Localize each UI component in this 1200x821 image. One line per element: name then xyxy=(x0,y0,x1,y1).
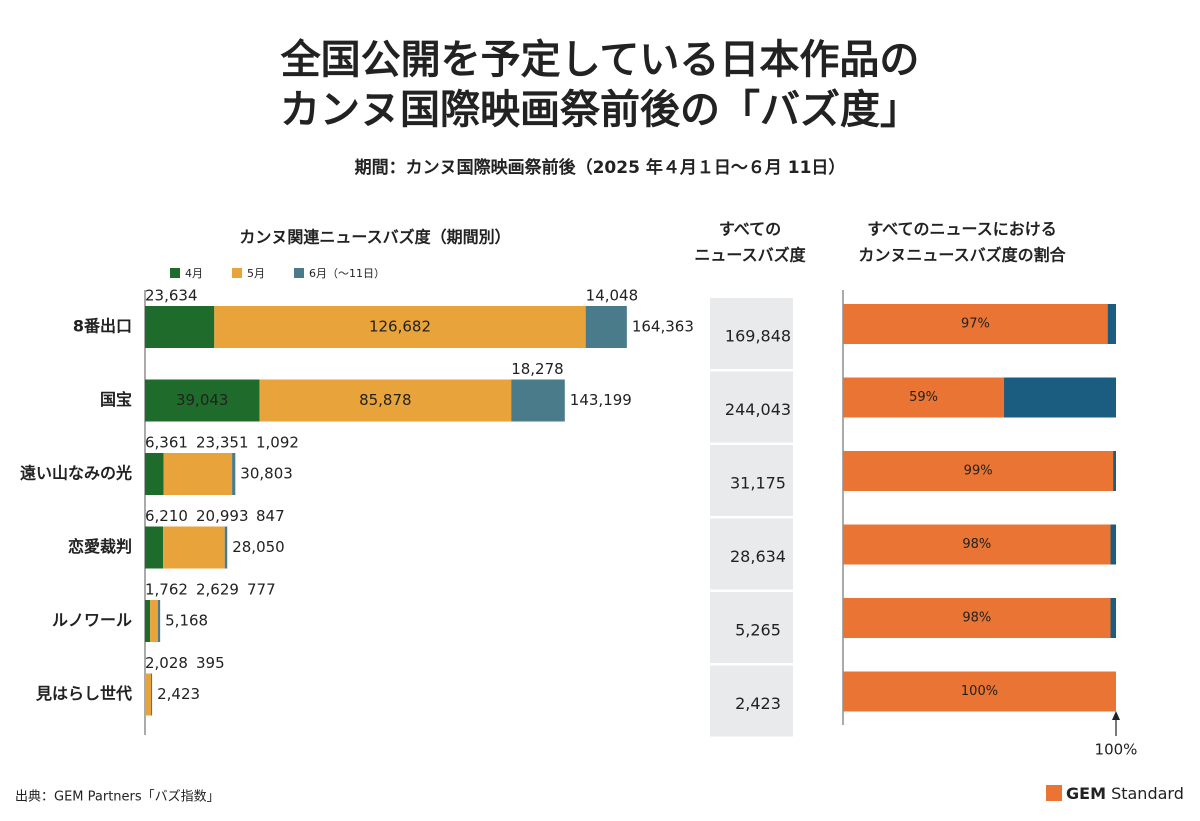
bar-segment xyxy=(232,453,236,495)
brand: GEM Standard xyxy=(1066,784,1184,803)
column-header: すべてのニュースにおける xyxy=(867,220,1056,239)
source: 出典：GEM Partners「バズ指数」 xyxy=(15,789,220,805)
value-label: 6,361 xyxy=(145,434,188,452)
bar-segment xyxy=(145,379,260,422)
value-label: 1,092 xyxy=(256,434,299,452)
table-value: 244,043 xyxy=(725,400,791,419)
bar-segment xyxy=(150,600,158,642)
subtitle: 期間：カンヌ国際映画祭前後（2025 年４月１日～６月 11日） xyxy=(355,157,846,178)
value-label: 99% xyxy=(964,464,993,479)
bar xyxy=(843,524,1111,565)
bar-segment xyxy=(145,673,151,716)
annotation: 100% xyxy=(1095,741,1138,759)
value-label: 39,043 xyxy=(176,391,229,409)
table-value: 2,423 xyxy=(735,694,781,713)
bar xyxy=(843,304,1108,344)
value-label: 18,278 xyxy=(511,360,564,378)
total-label: 5,168 xyxy=(165,612,208,630)
legend-swatch xyxy=(232,268,242,278)
arrow-head xyxy=(1112,711,1120,720)
table-value: 31,175 xyxy=(730,474,786,493)
table-cell xyxy=(710,665,793,737)
bar-segment xyxy=(585,306,627,348)
value-label: 2,028 xyxy=(145,654,188,672)
legend-label: 6月（～11日） xyxy=(309,267,385,280)
title: カンヌ国際映画祭前後の「バズ度」 xyxy=(280,87,920,133)
total-label: 30,803 xyxy=(240,465,293,483)
chart-title: カンヌ関連ニュースバズ度（期間別） xyxy=(239,228,510,247)
value-label: 14,048 xyxy=(586,287,639,305)
bar-segment xyxy=(157,600,161,642)
value-label: 20,993 xyxy=(196,507,249,525)
value-label: 97% xyxy=(961,317,990,332)
legend-swatch xyxy=(294,268,304,278)
legend-label: 5月 xyxy=(247,267,265,280)
table-cell xyxy=(710,592,793,663)
bar-segment xyxy=(214,306,586,348)
total-label: 2,423 xyxy=(157,685,200,703)
column-header: すべての xyxy=(719,220,781,239)
brand-icon xyxy=(1046,785,1062,801)
value-label: 85,878 xyxy=(359,391,412,409)
value-label: 100% xyxy=(961,684,998,699)
value-label: 847 xyxy=(256,507,285,525)
total-label: 143,199 xyxy=(570,391,632,409)
bar-segment xyxy=(145,526,164,569)
bar xyxy=(843,451,1114,491)
total-label: 28,050 xyxy=(232,538,284,556)
table-value: 169,848 xyxy=(725,327,791,346)
table-cell xyxy=(710,518,793,590)
bar-segment xyxy=(224,526,228,569)
category-label: ルノワール xyxy=(52,611,132,630)
value-label: 98% xyxy=(962,611,991,626)
bar-segment xyxy=(145,453,164,495)
value-label: 1,762 xyxy=(145,581,188,599)
category-label: 遠い山なみの光 xyxy=(20,464,132,483)
bar-segment xyxy=(163,453,233,495)
bar-segment xyxy=(163,526,225,569)
column-header: カンヌニュースバズ度の割合 xyxy=(858,246,1066,265)
column-header: ニュースバズ度 xyxy=(694,246,806,265)
value-label: 23,351 xyxy=(196,434,249,452)
table-value: 5,265 xyxy=(735,621,781,640)
bar-segment xyxy=(145,306,215,348)
value-label: 777 xyxy=(247,581,276,599)
value-label: 2,629 xyxy=(196,581,239,599)
legend-label: 4月 xyxy=(185,267,203,280)
bar xyxy=(843,671,1116,712)
category-label: 恋愛裁判 xyxy=(68,537,132,556)
legend-swatch xyxy=(170,268,180,278)
category-label: 8番出口 xyxy=(73,317,132,336)
title: 全国公開を予定している日本作品の xyxy=(280,37,920,83)
table-cell xyxy=(710,371,793,443)
value-label: 23,634 xyxy=(145,287,198,305)
bar xyxy=(843,377,1005,418)
value-label: 6,210 xyxy=(145,507,188,525)
table-cell xyxy=(710,298,793,369)
bar xyxy=(843,598,1111,638)
value-label: 59% xyxy=(909,390,938,405)
value-label: 395 xyxy=(196,654,225,672)
table-value: 28,634 xyxy=(730,547,786,566)
total-label: 164,363 xyxy=(632,318,694,336)
value-label: 126,682 xyxy=(369,318,431,336)
category-label: 国宝 xyxy=(100,390,132,409)
bar-segment xyxy=(259,379,512,422)
bar-segment xyxy=(145,600,151,642)
category-label: 見はらし世代 xyxy=(35,684,132,703)
bar-segment xyxy=(511,379,565,422)
table-cell xyxy=(710,445,793,516)
value-label: 98% xyxy=(962,537,991,552)
bar-segment xyxy=(150,673,153,716)
